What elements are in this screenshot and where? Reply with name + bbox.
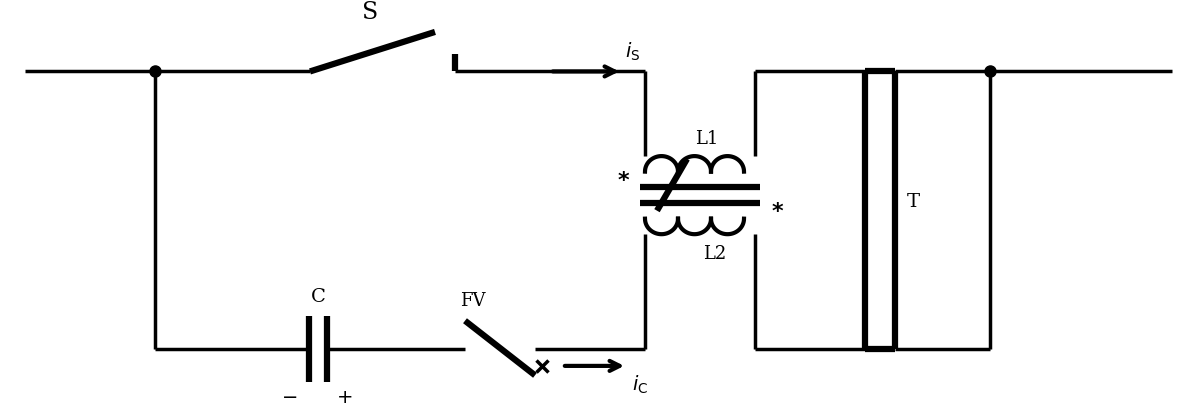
- Text: *: *: [771, 201, 783, 221]
- Text: −: −: [281, 387, 298, 406]
- Text: C: C: [310, 287, 326, 305]
- Text: T: T: [907, 192, 920, 210]
- Text: L1: L1: [694, 129, 718, 147]
- Text: L2: L2: [703, 244, 727, 262]
- Text: $i_\mathsf{S}$: $i_\mathsf{S}$: [625, 40, 640, 63]
- Text: $i_\mathsf{C}$: $i_\mathsf{C}$: [632, 373, 648, 395]
- Text: *: *: [618, 170, 628, 190]
- Text: S: S: [361, 0, 378, 23]
- Text: +: +: [336, 387, 353, 406]
- Text: FV: FV: [460, 292, 486, 310]
